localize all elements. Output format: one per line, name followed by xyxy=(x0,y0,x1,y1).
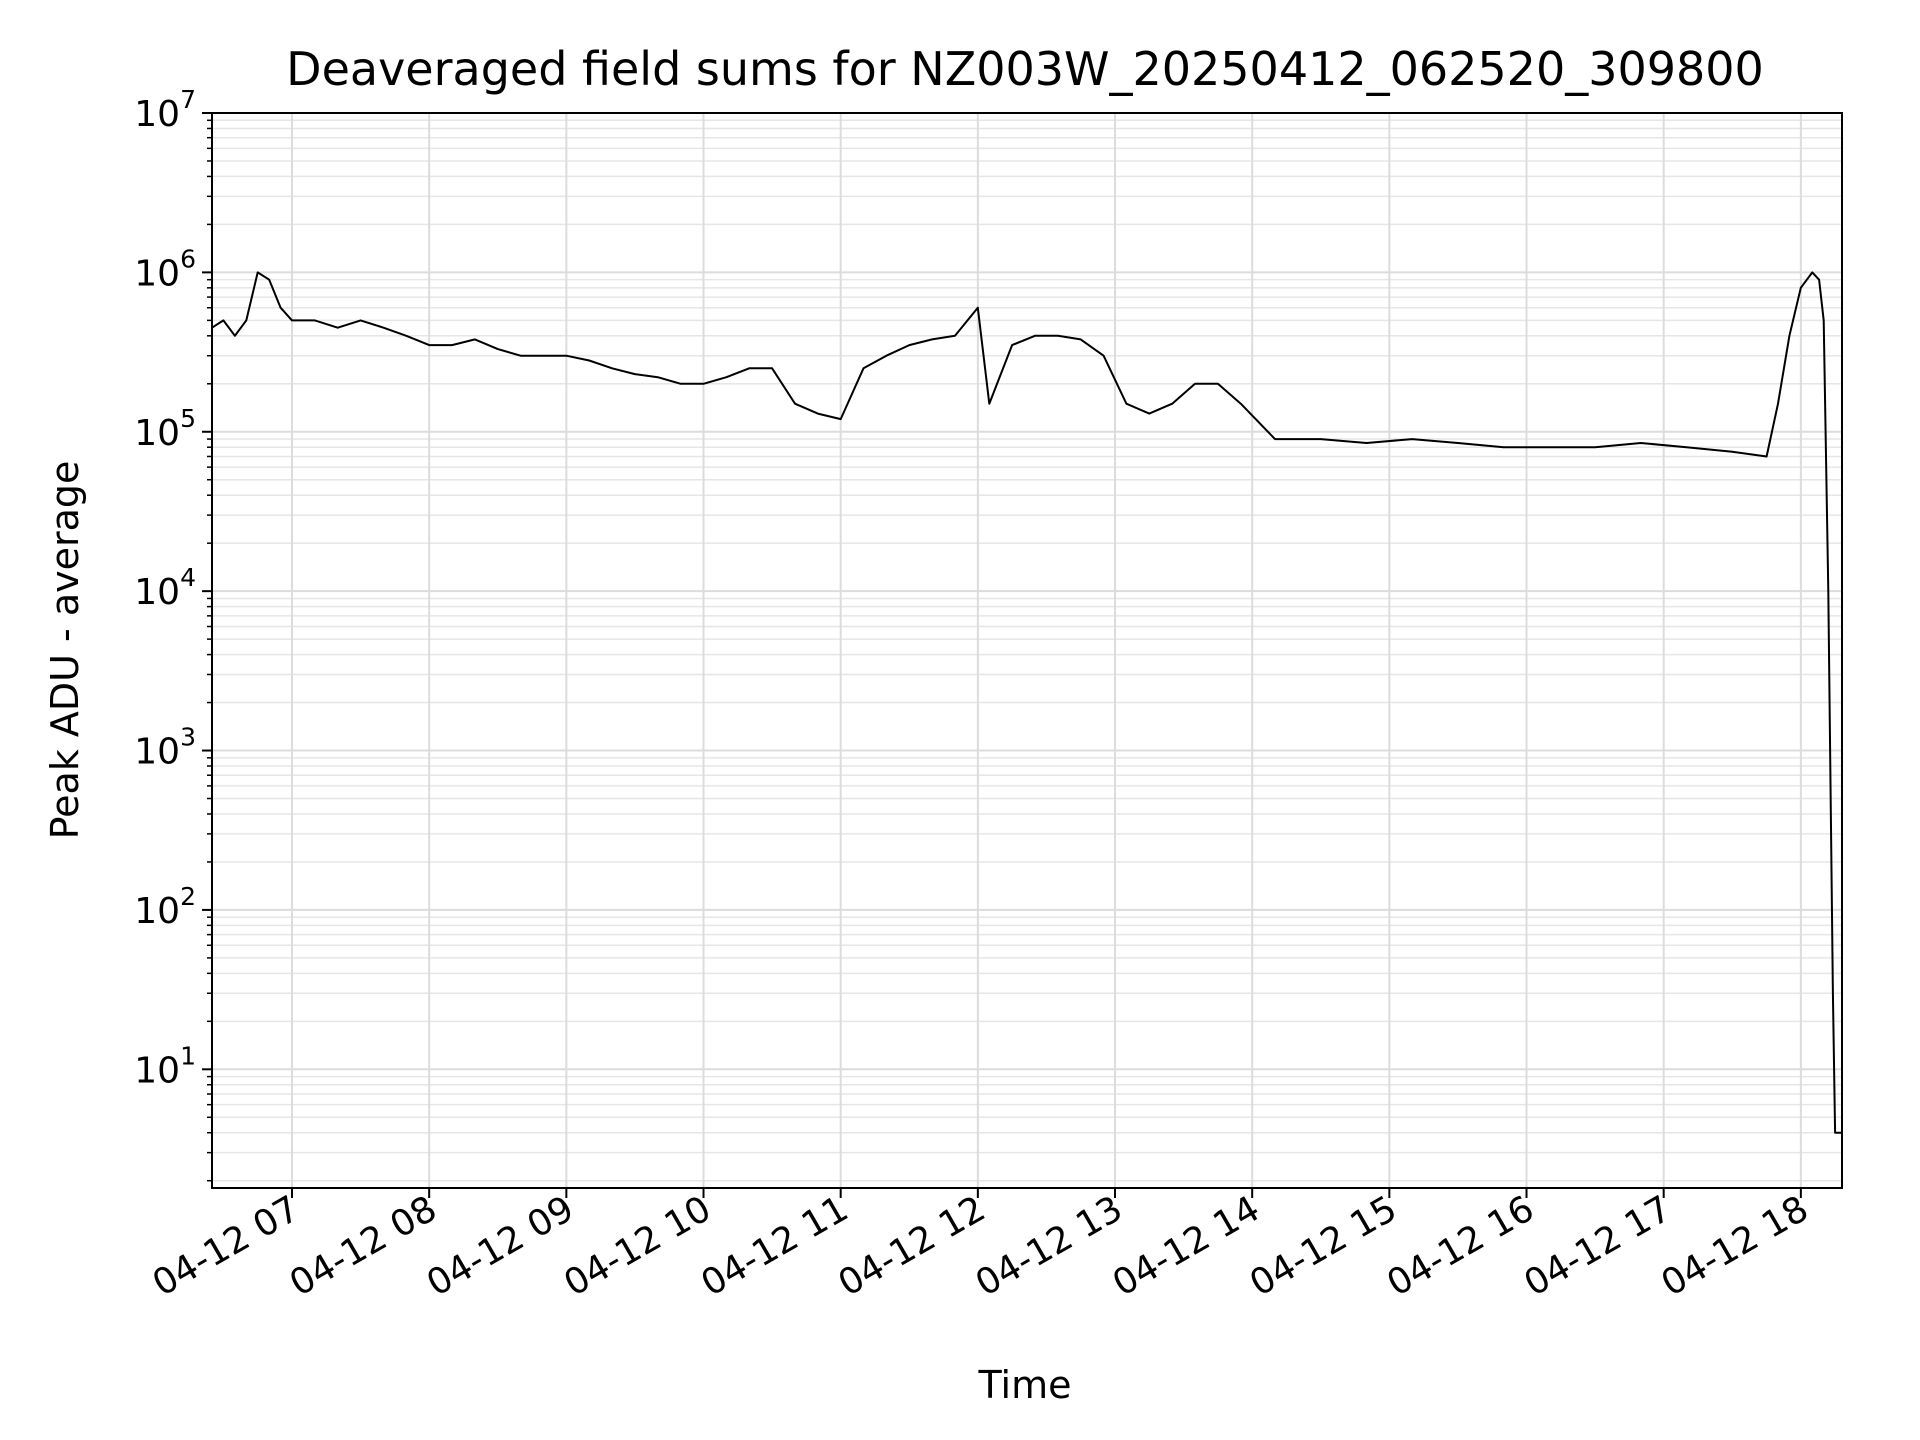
y-tick-label: 102 xyxy=(134,882,196,932)
plot-frame xyxy=(211,112,1843,1189)
series-line-0 xyxy=(211,271,1842,1134)
y-tick-label: 106 xyxy=(134,244,196,294)
grid-layer xyxy=(212,112,1842,1188)
y-axis: 101 102 103 104 105 106 107 xyxy=(134,85,212,1182)
y-tick-label: 101 xyxy=(134,1041,196,1091)
y-tick-label: 104 xyxy=(134,563,196,613)
x-axis-label: Time xyxy=(978,1363,1072,1407)
chart-title: Deaveraged field sums for NZ003W_2025041… xyxy=(286,42,1764,96)
y-tick-label: 105 xyxy=(134,404,196,454)
y-tick-label: 107 xyxy=(134,85,196,135)
y-tick-label: 103 xyxy=(134,723,196,773)
y-axis-label: Peak ADU - average xyxy=(43,461,87,840)
series-layer xyxy=(211,271,1842,1134)
